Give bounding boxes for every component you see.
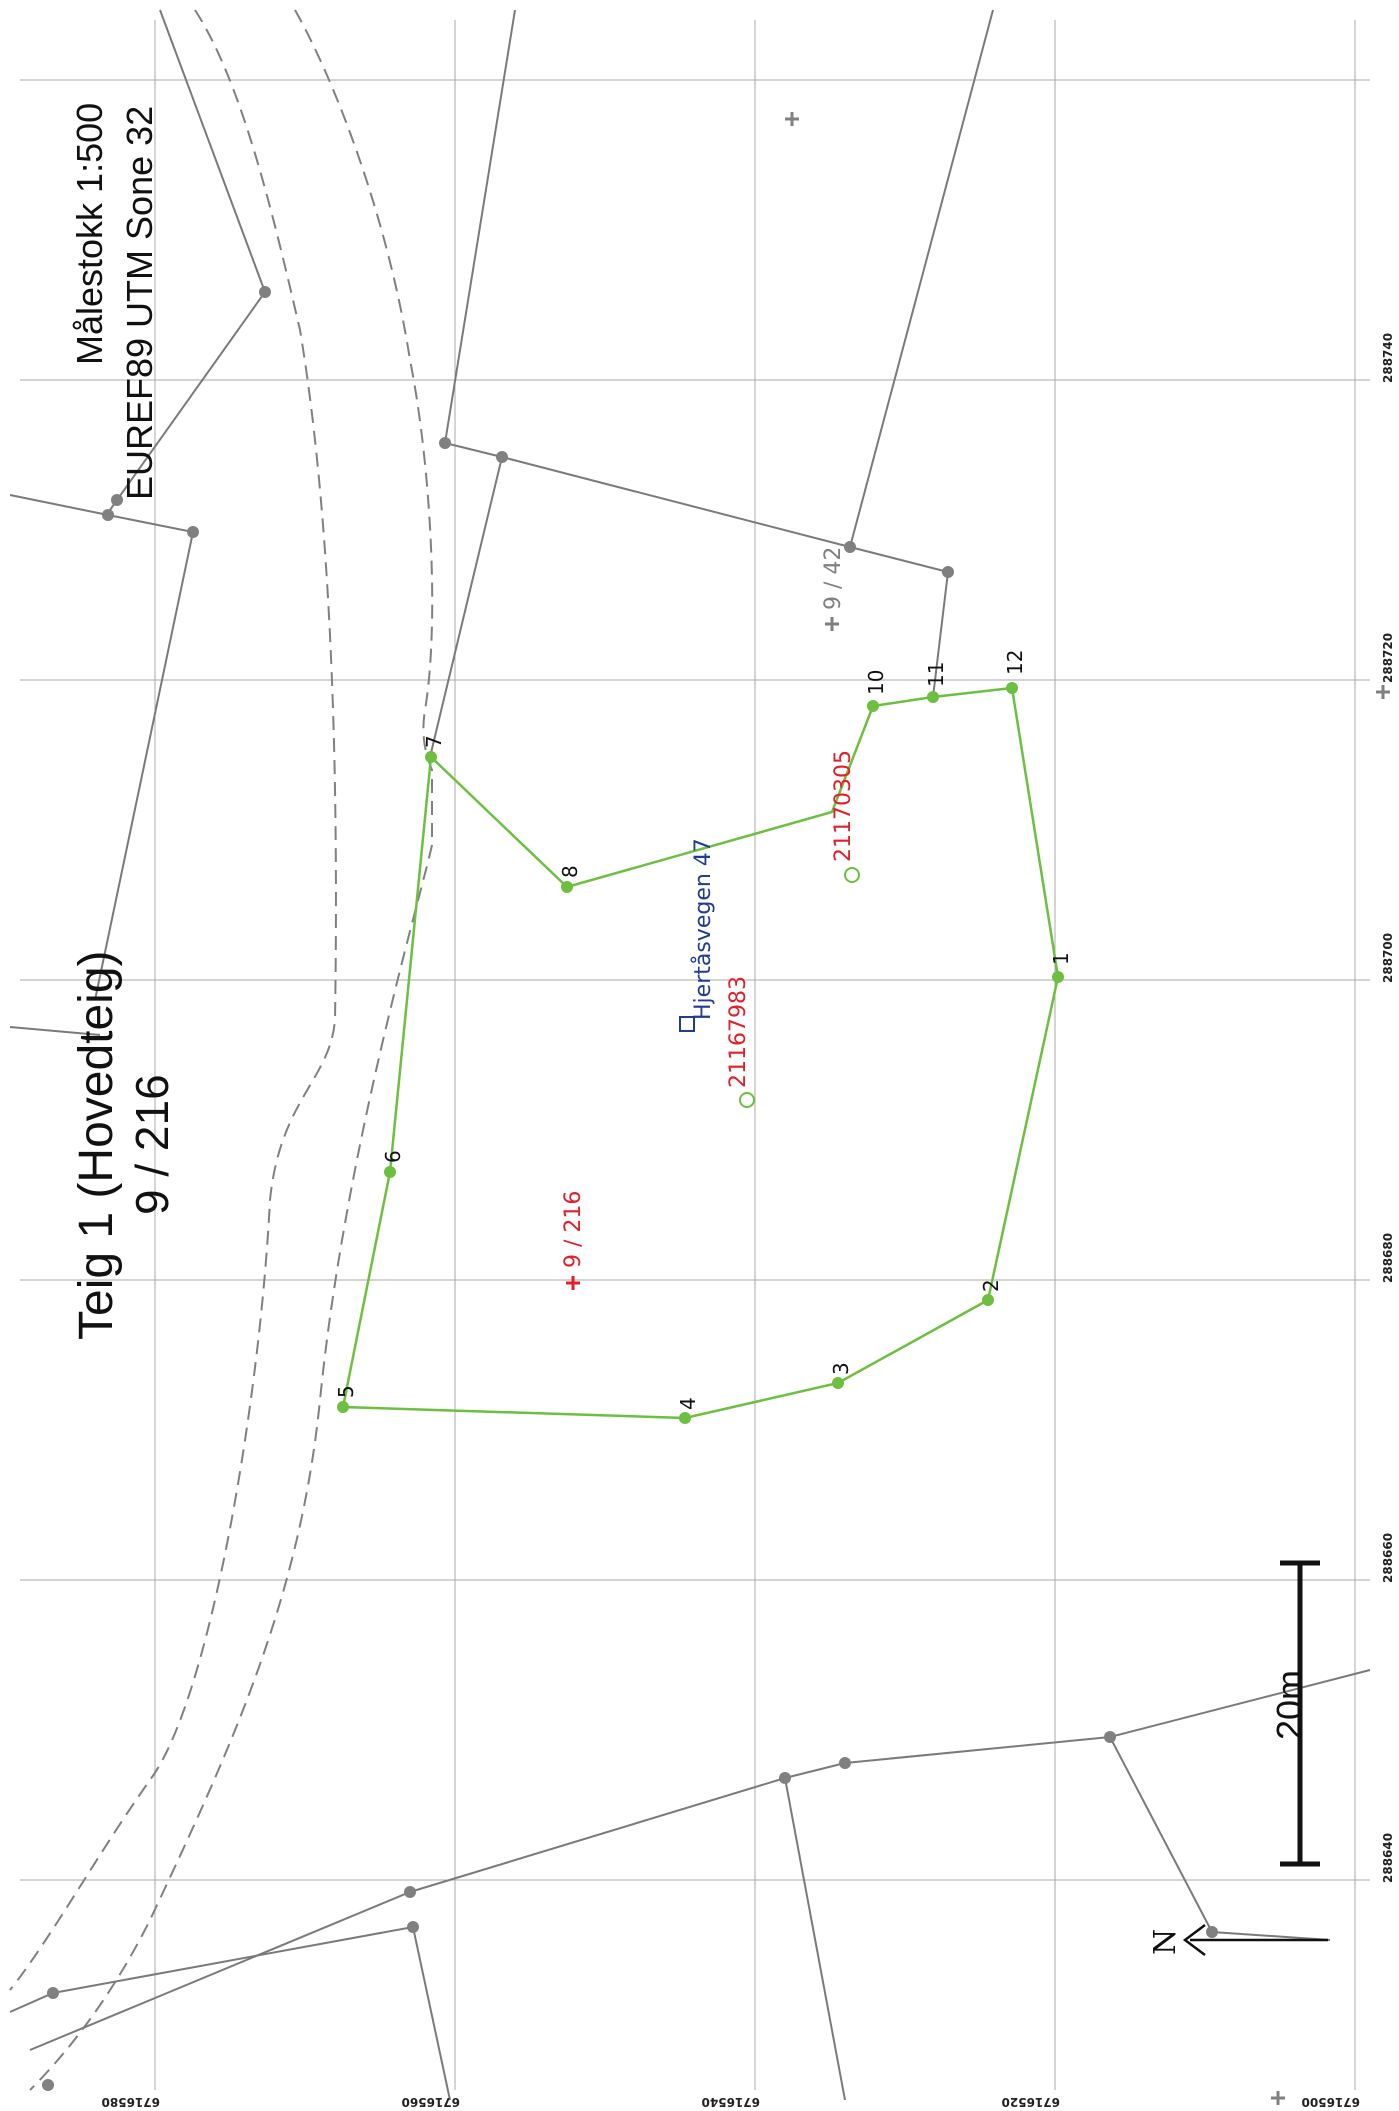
scale-bar-label: 20m [1269, 1670, 1310, 1740]
easting-label: 288700 [1381, 933, 1395, 983]
scale-text: Målestokk 1:500 [69, 103, 110, 365]
boundary-point-labels: 1 2 3 4 5 6 7 8 10 11 12 [334, 650, 1073, 1410]
point-label-6: 6 [381, 1150, 405, 1163]
northing-label: 6716560 [402, 2095, 460, 2109]
easting-label: 288660 [1381, 1533, 1395, 1583]
northing-labels: 6716580 6716560 6716540 6716520 6716500 [102, 2095, 1360, 2109]
northing-label: 6716580 [102, 2095, 160, 2109]
north-arrow-icon [1182, 1924, 1328, 1956]
parcel-label: 9 / 216 [561, 1191, 586, 1290]
cross-icon [1271, 2091, 1285, 2105]
neighbor-points [42, 286, 1218, 2091]
easting-labels: 288740 288720 288700 288680 288660 28864… [1381, 333, 1395, 1883]
neighbor-label: 9 / 42 [821, 547, 846, 631]
point-label-7: 7 [422, 735, 446, 748]
easting-label: 288680 [1381, 1233, 1395, 1283]
crs-text: EUREF89 UTM Sone 32 [119, 106, 160, 500]
easting-label: 288740 [1381, 333, 1395, 383]
address-marker[interactable] [679, 1016, 695, 1032]
map-title: Teig 1 (Hovedteig) [70, 950, 123, 1340]
cross-icon [1376, 685, 1390, 699]
easting-label: 288720 [1381, 633, 1395, 683]
point-label-11: 11 [924, 662, 948, 687]
northing-label: 6716520 [1002, 2095, 1060, 2109]
building-marker-21170305[interactable] [844, 867, 860, 883]
address-label: Hjertåsvegen 47 [690, 838, 716, 1020]
northing-label: 6716500 [1302, 2095, 1360, 2109]
boundary-points [337, 682, 1064, 1424]
building-marker-21167983[interactable] [739, 1092, 755, 1108]
point-label-5: 5 [334, 1385, 358, 1398]
svg-text:9 / 216: 9 / 216 [561, 1191, 586, 1268]
parcel-boundary[interactable] [341, 686, 1060, 1420]
point-label-2: 2 [979, 1279, 1003, 1292]
building-label-21167983: 21167983 [726, 976, 751, 1088]
parcel-center-cross-icon [566, 1276, 580, 1290]
point-label-4: 4 [676, 1397, 700, 1410]
building-label-21170305: 21170305 [831, 750, 856, 862]
north-label: N [1148, 1929, 1183, 1955]
parcel-number: 9 / 216 [126, 1074, 178, 1215]
point-label-10: 10 [864, 670, 888, 695]
coordinate-grid [20, 20, 1370, 2090]
cross-icon [785, 112, 799, 126]
point-label-3: 3 [829, 1362, 853, 1375]
neighbor-cross-icon [825, 617, 839, 631]
point-label-8: 8 [558, 865, 582, 878]
easting-label: 288640 [1381, 1833, 1395, 1883]
neighbor-boundaries [9, 9, 1371, 2101]
point-label-1: 1 [1049, 952, 1073, 965]
corner-crosses [785, 112, 1390, 2105]
northing-label: 6716540 [702, 2095, 760, 2109]
svg-text:9 / 42: 9 / 42 [821, 547, 846, 610]
point-label-12: 12 [1003, 650, 1027, 675]
scale-bar [1280, 1560, 1320, 1867]
road-edges [9, 9, 434, 2091]
